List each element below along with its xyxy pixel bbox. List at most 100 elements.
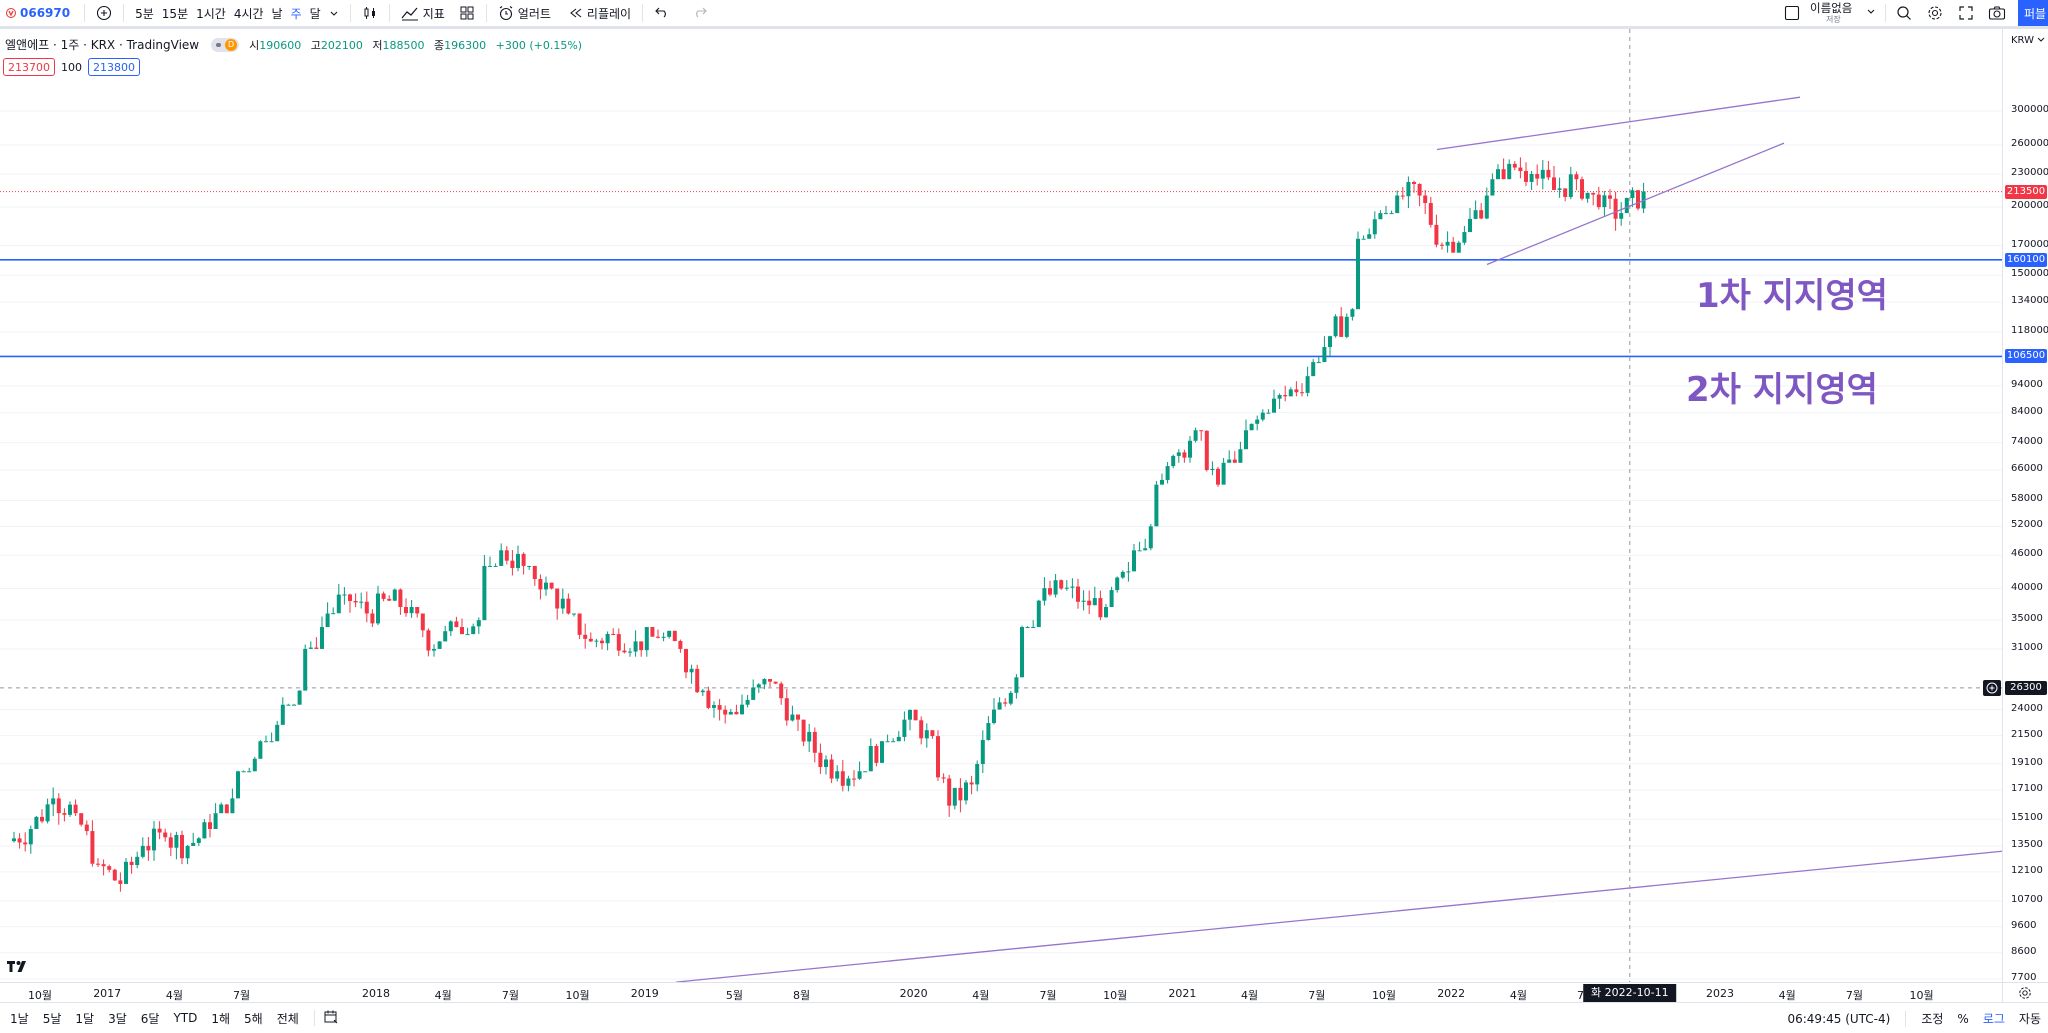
legend-title[interactable]: 엘앤에프 · 1주 · KRX · TradingView [5, 38, 200, 52]
price-tick-label: 9600 [2011, 919, 2037, 931]
range-1d[interactable]: 1날 [10, 1011, 29, 1026]
candle [1277, 393, 1282, 410]
log-toggle[interactable]: 로그 [1982, 1012, 2005, 1026]
candle-body [560, 598, 565, 609]
symbol-search[interactable]: 066970 [0, 0, 70, 26]
candle [650, 627, 655, 637]
interval-1h[interactable]: 1시간 [196, 6, 226, 21]
range-5y[interactable]: 5해 [244, 1011, 263, 1026]
tradingview-logo-icon[interactable] [6, 958, 30, 974]
symbol-name[interactable]: 066970 [20, 6, 71, 20]
buy-button[interactable]: 213800 [88, 58, 140, 76]
axis-settings-corner[interactable] [2002, 982, 2048, 1002]
candle-body [1311, 362, 1316, 377]
candle-body [34, 816, 39, 830]
range-5d[interactable]: 5날 [42, 1011, 62, 1026]
candle-body [1451, 241, 1456, 253]
replay-button[interactable]: 리플레이 [565, 0, 635, 26]
price-axis[interactable]: KRW 300000 260000 230000 200000 170000 150000… [2002, 29, 2048, 983]
sell-button[interactable]: 213700 [3, 58, 55, 76]
interval-day[interactable]: 날 [271, 6, 283, 21]
candle [45, 798, 50, 824]
publish-button[interactable]: 퍼블 [2018, 0, 2048, 26]
candle [891, 738, 896, 743]
candle [969, 775, 974, 795]
currency-selector[interactable]: KRW [2011, 35, 2034, 46]
redo-button[interactable] [688, 0, 712, 26]
compare-add-button[interactable] [92, 0, 116, 26]
ohlc-low-key: 저 [372, 38, 383, 52]
range-1y[interactable]: 1해 [211, 1011, 231, 1026]
candle [874, 743, 879, 767]
market-status-badge[interactable]: D [211, 37, 240, 52]
settings-button[interactable] [1927, 5, 1943, 21]
candle-body [152, 828, 156, 851]
interval-15m[interactable]: 15분 [161, 6, 189, 21]
layout-checkbox[interactable] [1784, 5, 1800, 21]
interval-month[interactable]: 달 [309, 6, 321, 21]
time-tick-label: 7월 [233, 989, 251, 1002]
wedge-lower-trendline [1486, 142, 1785, 266]
adjust-toggle[interactable]: 조정 [1921, 1012, 1944, 1026]
candle-body [1171, 455, 1176, 467]
candle [392, 588, 397, 602]
chart-pane[interactable] [0, 29, 2002, 982]
range-ytd[interactable]: YTD [173, 1011, 198, 1025]
auto-toggle[interactable]: 자동 [2018, 1012, 2041, 1026]
search-button[interactable] [1896, 5, 1912, 21]
toolbar-divider [1885, 4, 1886, 22]
chart-type-button[interactable] [358, 0, 382, 26]
candle [689, 664, 694, 684]
candle-body [241, 771, 246, 773]
candle [1384, 205, 1388, 215]
add-alert-plus-button[interactable] [1983, 680, 2001, 696]
candle-body [196, 838, 201, 843]
candle [1294, 381, 1299, 397]
candle [1440, 242, 1444, 250]
interval-week[interactable]: 주 [290, 6, 302, 21]
candle [678, 639, 683, 653]
candle-body [12, 838, 16, 842]
candle [1630, 187, 1635, 208]
interval-5m[interactable]: 5분 [135, 6, 154, 21]
layout-name[interactable]: 이름없음 [1810, 0, 1852, 26]
snapshot-button[interactable] [1988, 5, 2006, 21]
clock-timezone[interactable]: 06:49:45 (UTC-4) [1787, 1011, 1891, 1026]
support-zone-2-label[interactable]: 2차 지지영역 [1686, 370, 1878, 410]
candle-body [1473, 210, 1478, 219]
undo-icon [654, 5, 670, 21]
candle [157, 821, 162, 840]
indicators-button[interactable]: 지표 [397, 0, 449, 26]
candle-body [348, 594, 352, 601]
layout-dropdown[interactable] [1866, 6, 1876, 16]
candle-body [577, 613, 582, 635]
candle [454, 616, 459, 628]
range-all[interactable]: 전체 [276, 1011, 299, 1026]
quantity-value[interactable]: 100 [61, 60, 82, 74]
candle-body [1104, 606, 1108, 618]
range-6m[interactable]: 6달 [140, 1011, 160, 1026]
candle-body [779, 683, 784, 699]
candle-body [1630, 190, 1635, 198]
ohlc-high-key: 고 [310, 38, 321, 52]
candle-body [1143, 548, 1148, 551]
goto-date-button[interactable] [323, 1009, 339, 1028]
candlestick-chart[interactable] [0, 29, 2002, 982]
candle [1580, 176, 1584, 201]
layouts-grid-button[interactable] [455, 0, 479, 26]
candle [1204, 430, 1209, 472]
interval-4h[interactable]: 4시간 [233, 6, 264, 21]
alert-button[interactable]: 얼러트 [494, 0, 555, 26]
interval-dropdown[interactable] [325, 0, 343, 26]
percent-toggle[interactable]: % [1957, 1011, 1969, 1026]
undo-button[interactable] [650, 0, 674, 26]
candle-body [667, 630, 672, 637]
range-3m[interactable]: 3달 [108, 1011, 127, 1026]
candle-body [1036, 600, 1041, 628]
range-1m[interactable]: 1달 [75, 1011, 95, 1026]
fullscreen-button[interactable] [1958, 5, 1974, 21]
candle-body [488, 565, 492, 567]
time-axis[interactable]: 10월 2017 4월 7월 2018 4월 7월 10월 2019 5월 8월 2020 4월 7월 10… [0, 982, 2002, 1002]
rewind-icon [569, 6, 583, 20]
support-zone-1-label[interactable]: 1차 지지영역 [1696, 276, 1888, 316]
